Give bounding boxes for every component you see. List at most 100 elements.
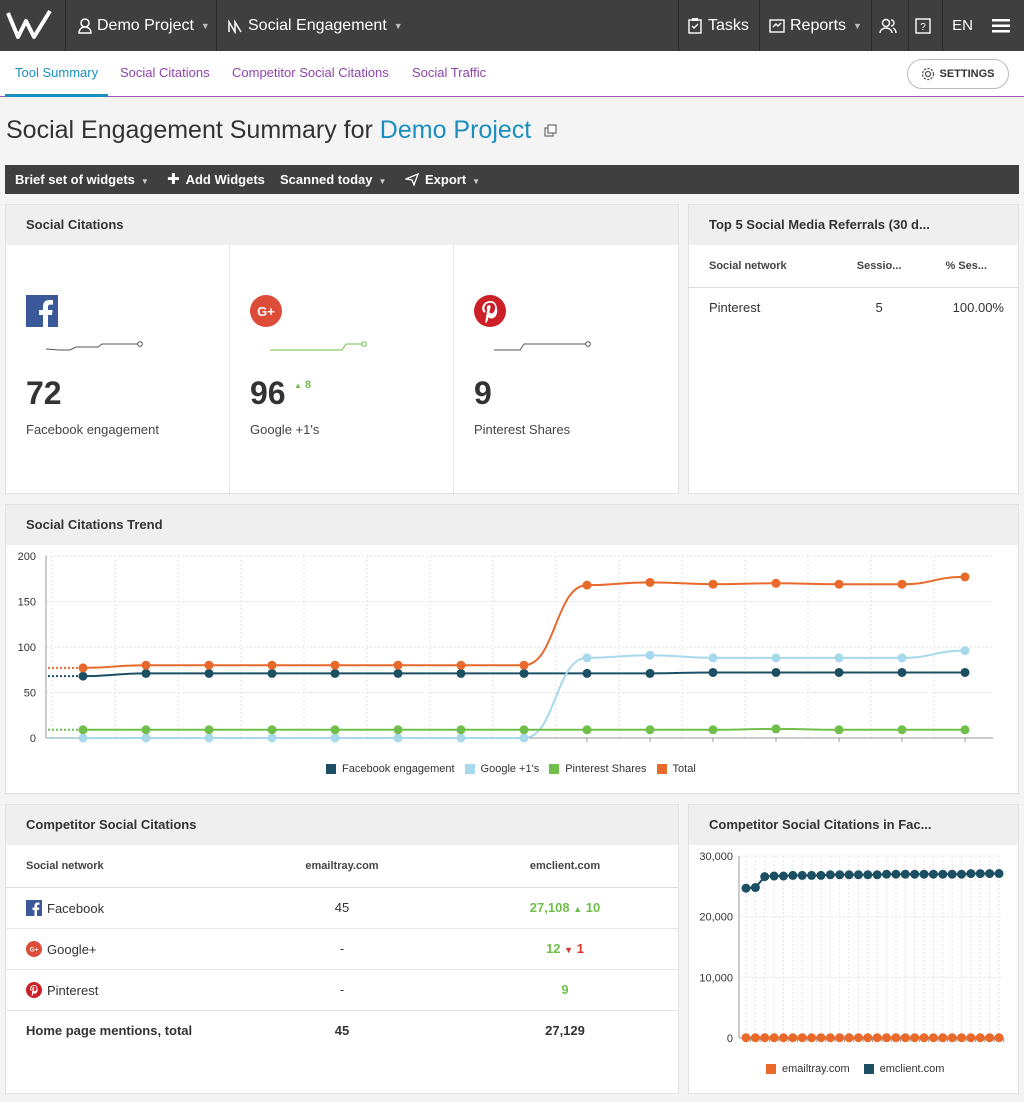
data-point xyxy=(769,1033,779,1043)
add-widgets-label: Add Widgets xyxy=(185,172,265,187)
legend-label[interactable]: Total xyxy=(672,763,696,775)
legend-label[interactable]: Google +1's xyxy=(480,763,540,775)
col-sessions[interactable]: Sessio... xyxy=(843,245,915,288)
data-point xyxy=(141,668,151,678)
users-button[interactable] xyxy=(871,0,908,51)
settings-button[interactable]: SETTINGS xyxy=(907,59,1009,89)
legend-swatch-emclient xyxy=(863,1064,874,1074)
project-selector[interactable]: Demo Project ▼ xyxy=(65,0,216,51)
widget-set-label: Brief set of widgets xyxy=(15,172,135,187)
value: 27,108 xyxy=(529,900,570,915)
pinterest-icon xyxy=(26,981,42,998)
cell-network: Pinterest xyxy=(6,969,232,1011)
page-title: Social Engagement Summary for Demo Proje… xyxy=(6,116,558,145)
data-point xyxy=(985,1033,995,1043)
reports-icon xyxy=(769,19,785,33)
network-name: Google+ xyxy=(47,941,97,957)
tasks-icon xyxy=(688,17,702,34)
tab-social-traffic[interactable]: Social Traffic xyxy=(412,65,487,80)
users-icon xyxy=(878,18,897,33)
legend-label[interactable]: Facebook engagement xyxy=(342,763,455,775)
data-point xyxy=(797,870,807,880)
data-point xyxy=(204,733,214,743)
data-point xyxy=(994,1033,1004,1043)
legend-label[interactable]: emailtray.com xyxy=(782,1063,850,1075)
table-row: Pinterest 5 100.00% xyxy=(689,287,1018,328)
chevron-down-icon: ▼ xyxy=(200,20,210,31)
data-point xyxy=(960,667,970,677)
tab-competitor-social-citations[interactable]: Competitor Social Citations xyxy=(232,65,389,80)
copy-icon[interactable] xyxy=(544,124,558,138)
data-point xyxy=(966,869,976,879)
tab-social-citations[interactable]: Social Citations xyxy=(120,65,210,80)
col-sessions-pct[interactable]: % Ses... xyxy=(914,245,1018,288)
col-social-network[interactable]: Social network xyxy=(689,245,844,288)
metric-value: 96 xyxy=(250,375,286,411)
data-point xyxy=(708,653,718,663)
main-menu-button[interactable] xyxy=(982,0,1024,51)
col-social-network[interactable]: Social network xyxy=(6,845,232,888)
metric-label: Pinterest Shares xyxy=(474,422,571,437)
data-point xyxy=(928,869,938,879)
data-point xyxy=(519,660,529,670)
data-point xyxy=(919,869,929,879)
metric-label: Google +1's xyxy=(250,422,320,437)
data-point xyxy=(778,871,788,881)
data-point xyxy=(750,883,760,893)
trend-chart: 0 50 100 150 200 xyxy=(18,551,993,745)
data-point xyxy=(771,667,781,677)
social-citations-widget: Social Citations 72 Facebook engagement … xyxy=(5,204,679,495)
data-point xyxy=(834,653,844,663)
data-point xyxy=(853,870,863,880)
reports-menu[interactable]: Reports ▼ xyxy=(759,0,871,51)
tab-tool-summary[interactable]: Tool Summary xyxy=(5,51,109,97)
data-point xyxy=(78,663,88,673)
pinterest-icon xyxy=(474,295,506,332)
data-point xyxy=(267,668,277,678)
data-point xyxy=(456,725,466,735)
data-point xyxy=(456,660,466,670)
data-point xyxy=(78,671,88,681)
data-point xyxy=(863,870,873,880)
col-competitor-b[interactable]: emclient.com xyxy=(452,845,678,888)
language-selector[interactable]: EN xyxy=(942,0,982,51)
col-competitor-a[interactable]: emailtray.com xyxy=(232,845,452,888)
cell-network: Pinterest xyxy=(709,300,761,316)
google-sparkline xyxy=(270,341,367,351)
network-name: Facebook xyxy=(47,900,105,916)
legend-swatch-google xyxy=(464,764,475,774)
delta: 10 xyxy=(585,900,601,915)
data-point xyxy=(834,725,844,735)
data-point xyxy=(778,1033,788,1043)
data-point xyxy=(582,580,592,590)
module-selector[interactable]: Social Engagement ▼ xyxy=(216,0,411,51)
chevron-down-icon: ▼ xyxy=(140,177,149,186)
legend-label[interactable]: Pinterest Shares xyxy=(565,763,647,775)
y-tick-label: 30,000 xyxy=(699,851,733,863)
widget-title: Social Citations Trend xyxy=(6,505,1018,545)
y-tick-label: 0 xyxy=(727,1033,733,1045)
widget-set-dropdown[interactable]: Brief set of widgets ▼ xyxy=(15,165,149,194)
data-point xyxy=(330,725,340,735)
data-point xyxy=(519,725,529,735)
legend-label[interactable]: emclient.com xyxy=(879,1063,945,1075)
export-dropdown[interactable]: Export ▼ xyxy=(403,165,480,194)
help-button[interactable]: ? xyxy=(908,0,942,51)
tasks-button[interactable]: Tasks xyxy=(678,0,759,51)
data-point xyxy=(975,1033,985,1043)
settings-label: SETTINGS xyxy=(939,68,995,80)
data-point xyxy=(771,578,781,588)
user-icon xyxy=(78,17,92,34)
page-title-project-link[interactable]: Demo Project xyxy=(379,116,532,144)
arrow-down-icon: ▼ xyxy=(564,945,574,955)
scan-date-dropdown[interactable]: Scanned today ▼ xyxy=(280,165,386,194)
data-point xyxy=(78,725,88,735)
y-tick-label: 100 xyxy=(18,642,36,654)
table-row: G+ Google+ - 12 ▼ 1 xyxy=(6,928,678,970)
app-logo[interactable] xyxy=(6,9,56,41)
widget-title: Competitor Social Citations in Fac... xyxy=(689,805,1018,845)
add-widgets-button[interactable]: ✚ Add Widgets xyxy=(167,165,265,194)
metric-value: 72 xyxy=(26,375,62,411)
y-tick-label: 10,000 xyxy=(699,972,733,984)
data-point xyxy=(645,725,655,735)
